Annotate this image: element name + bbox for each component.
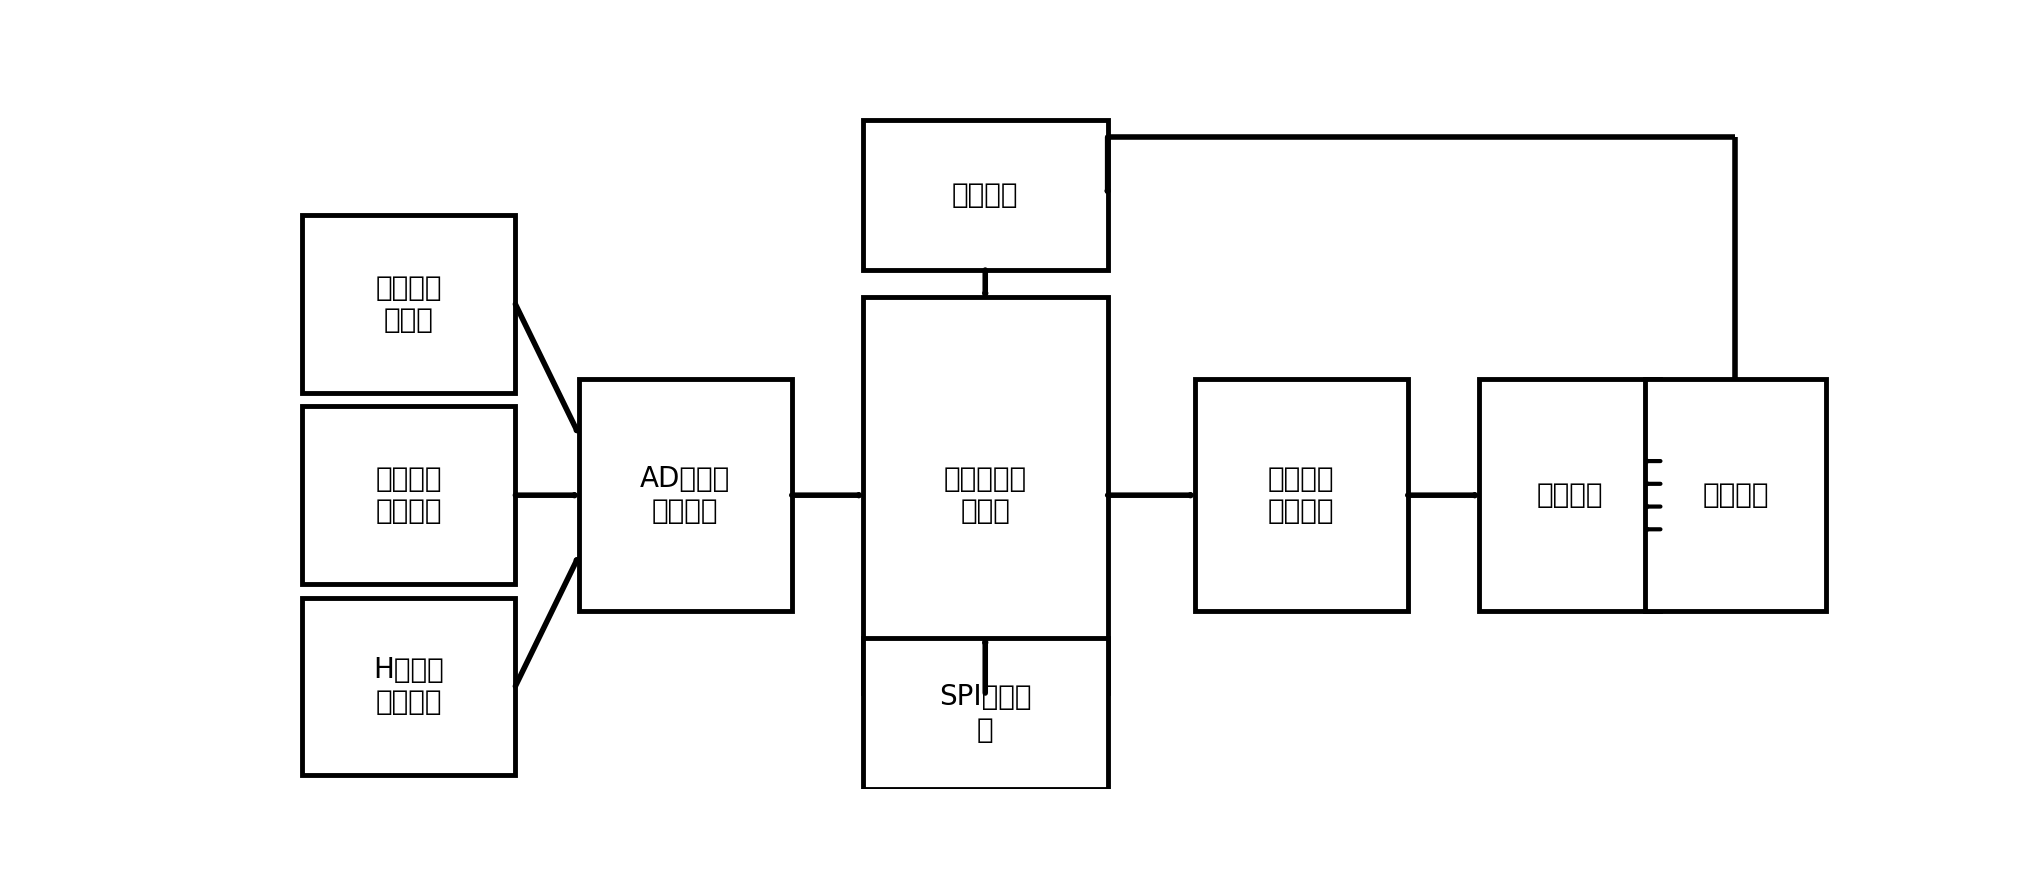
Bar bbox=[302, 407, 516, 584]
Text: SPI人机交
互: SPI人机交 互 bbox=[940, 683, 1031, 743]
Bar bbox=[302, 215, 516, 392]
Text: 开关器件: 开关器件 bbox=[1702, 481, 1769, 509]
Text: 电池板输
出采样: 电池板输 出采样 bbox=[375, 274, 442, 334]
Text: 数字信号微
处理器: 数字信号微 处理器 bbox=[944, 465, 1027, 525]
Text: AD转换与
调理电路: AD转换与 调理电路 bbox=[640, 465, 730, 525]
Text: 脉宽调制
扩展模块: 脉宽调制 扩展模块 bbox=[1268, 465, 1335, 525]
Bar bbox=[1480, 379, 1661, 611]
Text: 并网电压
电流采样: 并网电压 电流采样 bbox=[375, 465, 442, 525]
Text: 门控电路: 门控电路 bbox=[1537, 481, 1604, 509]
Text: H桥电容
电压采样: H桥电容 电压采样 bbox=[373, 656, 444, 717]
Bar bbox=[1194, 379, 1408, 611]
Bar bbox=[579, 379, 791, 611]
Bar bbox=[302, 597, 516, 775]
Bar bbox=[862, 120, 1109, 270]
Bar bbox=[1645, 379, 1826, 611]
Bar bbox=[862, 639, 1109, 789]
Text: 故障信号: 故障信号 bbox=[952, 181, 1019, 209]
Bar bbox=[862, 298, 1109, 693]
